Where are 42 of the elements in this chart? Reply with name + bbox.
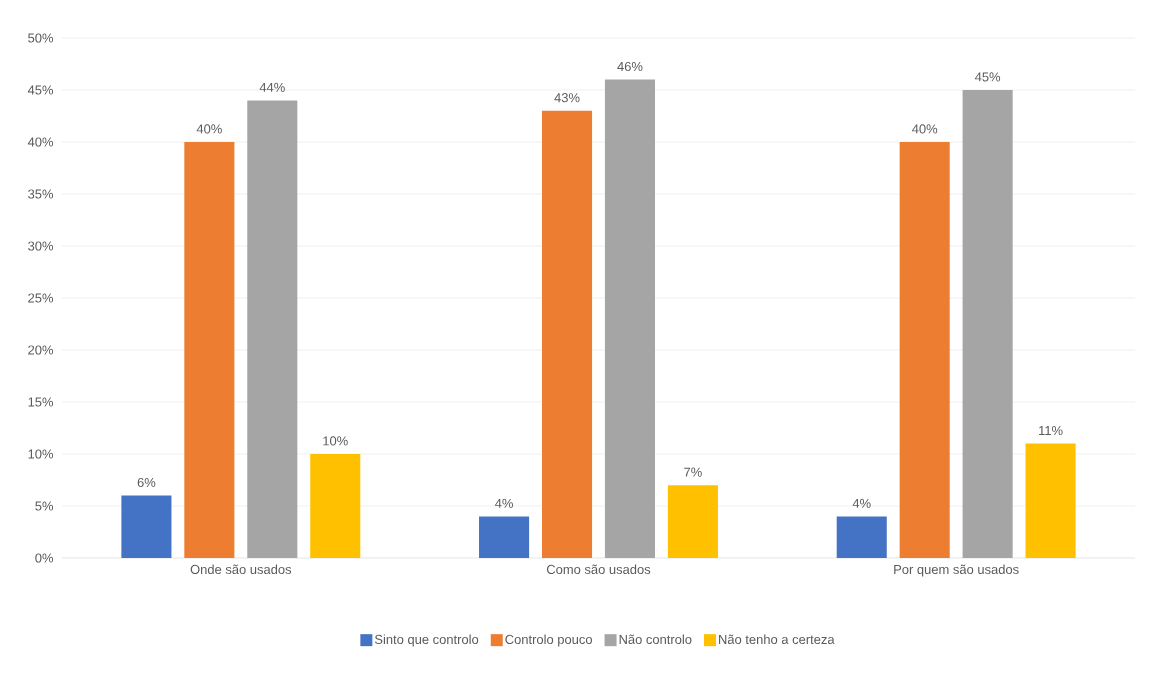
bar — [667, 485, 718, 558]
y-tick-label: 10% — [28, 449, 54, 459]
y-tick-label: 35% — [28, 189, 54, 199]
legend-label: Não tenho a certeza — [719, 634, 835, 645]
y-tick-label: 45% — [27, 85, 54, 95]
y-tick-label: 30% — [28, 241, 54, 251]
data-label: 11% — [1039, 426, 1063, 436]
y-tick-label: 15% — [28, 397, 54, 407]
bar — [604, 79, 655, 558]
data-label: 45% — [974, 72, 1001, 82]
data-label: 46% — [617, 61, 643, 72]
bar — [899, 142, 950, 558]
legend-label: Não controlo — [619, 634, 692, 645]
data-label: 40% — [196, 124, 222, 134]
x-tick-label: Onde são usados — [190, 564, 292, 575]
bar — [836, 516, 887, 558]
data-label: 4% — [495, 498, 513, 508]
x-tick-label: Como são usados — [546, 564, 651, 575]
y-tick-label: 40% — [27, 137, 54, 147]
data-label: 40% — [912, 124, 938, 134]
data-label: 4% — [852, 498, 871, 508]
y-tick-label: 50% — [28, 33, 54, 43]
data-label: 44% — [259, 82, 285, 92]
legend-label: Controlo pouco — [505, 634, 593, 647]
y-tick-label: 5% — [35, 501, 54, 511]
data-label: 6% — [137, 477, 156, 488]
y-tick-label: 25% — [28, 293, 54, 303]
data-label: 7% — [684, 467, 702, 477]
bar — [247, 100, 298, 558]
bar — [121, 495, 172, 558]
x-tick-label: Por quem são usados — [894, 564, 1019, 577]
bar — [479, 516, 530, 558]
legend-label: Sinto que controlo — [374, 634, 479, 647]
bar — [1025, 443, 1076, 558]
bar — [962, 90, 1013, 558]
y-tick-label: 0% — [35, 553, 54, 563]
y-tick-label: 20% — [28, 345, 54, 355]
bar — [184, 142, 235, 558]
data-label: 43% — [554, 93, 580, 103]
data-label: 10% — [323, 436, 348, 446]
bar — [541, 110, 593, 558]
bar — [310, 454, 361, 558]
